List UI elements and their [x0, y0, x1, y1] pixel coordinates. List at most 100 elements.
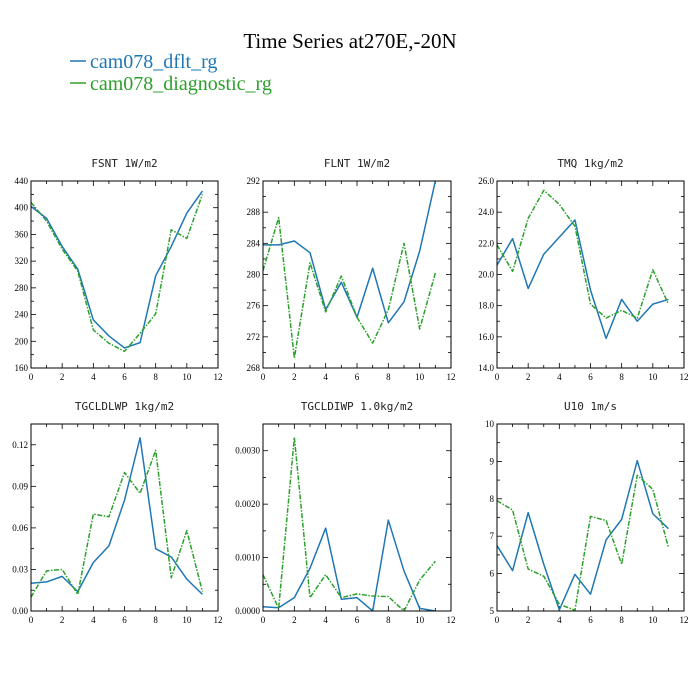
x-tick-label: 4 [91, 372, 96, 382]
x-tick-label: 8 [153, 615, 158, 625]
y-tick-label: 400 [15, 203, 29, 213]
panel-4: TGCLDLWP 1kg/m2 0 2 4 6 8 10 12 0.00 0.03 0.06 0.09… [12, 400, 222, 625]
panel-title: TGCLDLWP 1kg/m2 [75, 400, 174, 413]
y-tick-label: 0.0020 [235, 499, 260, 509]
series-line-dflt [263, 519, 436, 611]
y-tick-label: 288 [247, 207, 261, 217]
panel-3: TMQ 1kg/m2 0 2 4 6 8 10 12 14.0 16.0 18.0 20.0 22.0 2… [478, 157, 688, 382]
x-tick-label: 0 [29, 615, 34, 625]
x-tick-label: 4 [91, 615, 96, 625]
y-tick-label: 16.0 [478, 332, 494, 342]
y-tick-label: 0.12 [12, 440, 28, 450]
legend-label-diagnostic: cam078_diagnostic_rg [90, 73, 272, 95]
x-tick-label: 0 [495, 615, 500, 625]
y-tick-label: 360 [15, 229, 29, 239]
figure-title: Time Series at270E,-20N [243, 29, 456, 53]
series-line-diagnostic [497, 474, 670, 611]
x-tick-label: 4 [323, 615, 328, 625]
x-tick-label: 12 [680, 372, 689, 382]
y-tick-label: 10 [485, 419, 495, 429]
y-tick-label: 6 [490, 569, 495, 579]
x-tick-label: 6 [122, 615, 127, 625]
x-tick-label: 10 [415, 615, 425, 625]
x-tick-label: 6 [588, 615, 593, 625]
x-tick-label: 12 [680, 615, 689, 625]
x-tick-label: 10 [648, 615, 658, 625]
x-tick-label: 12 [447, 615, 456, 625]
series-line-dflt [31, 437, 203, 595]
x-tick-label: 2 [526, 615, 531, 625]
x-tick-label: 12 [214, 372, 223, 382]
panel-title: TMQ 1kg/m2 [557, 157, 623, 170]
panels: FSNT 1W/m20 2 4 6 8 10 12160200240280320360400… [12, 157, 688, 625]
x-tick-label: 10 [415, 372, 425, 382]
y-tick-label: 280 [247, 270, 261, 280]
legend-label-dflt: cam078_dflt_rg [90, 51, 217, 73]
y-tick-label: 26.0 [478, 176, 494, 186]
x-tick-label: 2 [526, 372, 531, 382]
panel-frame [262, 180, 452, 369]
y-tick-label: 7 [490, 531, 495, 541]
x-tick-label: 10 [182, 372, 192, 382]
y-tick-label: 5 [490, 606, 495, 616]
x-tick-label: 8 [619, 372, 624, 382]
y-tick-label: 160 [15, 363, 29, 373]
panel-5: TGCLDIWP 1.0kg/m2 0 2 4 6 8 10 12 0.0000 0.0010 0.… [235, 400, 455, 625]
x-tick-label: 6 [122, 372, 127, 382]
x-tick-label: 2 [60, 372, 65, 382]
y-tick-label: 268 [247, 363, 261, 373]
y-tick-label: 18.0 [478, 301, 494, 311]
panel-frame [30, 423, 219, 612]
x-tick-label: 8 [619, 615, 624, 625]
y-tick-label: 240 [15, 310, 29, 320]
y-tick-label: 200 [15, 336, 29, 346]
panel-6: U10 1m/s 0 2 4 6 8 10 12 5 6 7 8 9 10 [485, 400, 689, 625]
x-tick-label: 8 [386, 615, 391, 625]
x-tick-label: 12 [447, 372, 456, 382]
x-tick-label: 0 [261, 372, 266, 382]
y-tick-label: 8 [490, 494, 495, 504]
x-tick-label: 6 [355, 372, 360, 382]
series-line-diagnostic [263, 216, 437, 359]
x-tick-label: 12 [214, 615, 223, 625]
y-tick-label: 276 [247, 301, 261, 311]
y-tick-label: 284 [247, 238, 261, 248]
y-tick-label: 0.03 [12, 564, 28, 574]
series-line-dflt [31, 190, 204, 349]
x-tick-label: 0 [495, 372, 500, 382]
y-tick-label: 0.0030 [235, 446, 260, 456]
x-tick-label: 10 [648, 372, 658, 382]
y-tick-label: 272 [247, 332, 261, 342]
x-tick-label: 0 [29, 372, 34, 382]
y-tick-label: 0.06 [12, 523, 28, 533]
panel-frame [30, 180, 219, 369]
x-tick-label: 6 [588, 372, 593, 382]
y-tick-label: 22.0 [478, 238, 494, 248]
y-tick-label: 280 [15, 283, 29, 293]
x-tick-label: 10 [182, 615, 192, 625]
y-tick-label: 24.0 [478, 207, 494, 217]
y-tick-label: 0.0010 [235, 553, 260, 563]
series-line-dflt [263, 181, 437, 324]
x-tick-label: 2 [292, 615, 297, 625]
x-tick-label: 2 [60, 615, 65, 625]
y-tick-label: 0.09 [12, 481, 28, 491]
legend: cam078_dflt_rg cam078_diagnostic_rg [70, 51, 272, 95]
x-tick-label: 4 [323, 372, 328, 382]
panel-title: TGCLDIWP 1.0kg/m2 [301, 400, 414, 413]
panel-frame [262, 423, 452, 612]
panel-1: FSNT 1W/m2 0 2 4 6 8 10 12 160 200 240 280 320 360 400… [15, 157, 223, 382]
panel-title: FLNT 1W/m2 [324, 157, 390, 170]
x-tick-label: 8 [153, 372, 158, 382]
series-line-diagnostic [31, 194, 204, 353]
y-tick-label: 440 [15, 176, 29, 186]
x-tick-label: 6 [355, 615, 360, 625]
panel-frame [496, 423, 685, 612]
x-tick-label: 0 [261, 615, 266, 625]
y-tick-label: 292 [247, 176, 261, 186]
y-tick-label: 9 [490, 456, 495, 466]
x-tick-label: 8 [386, 372, 391, 382]
x-tick-label: 4 [557, 372, 562, 382]
